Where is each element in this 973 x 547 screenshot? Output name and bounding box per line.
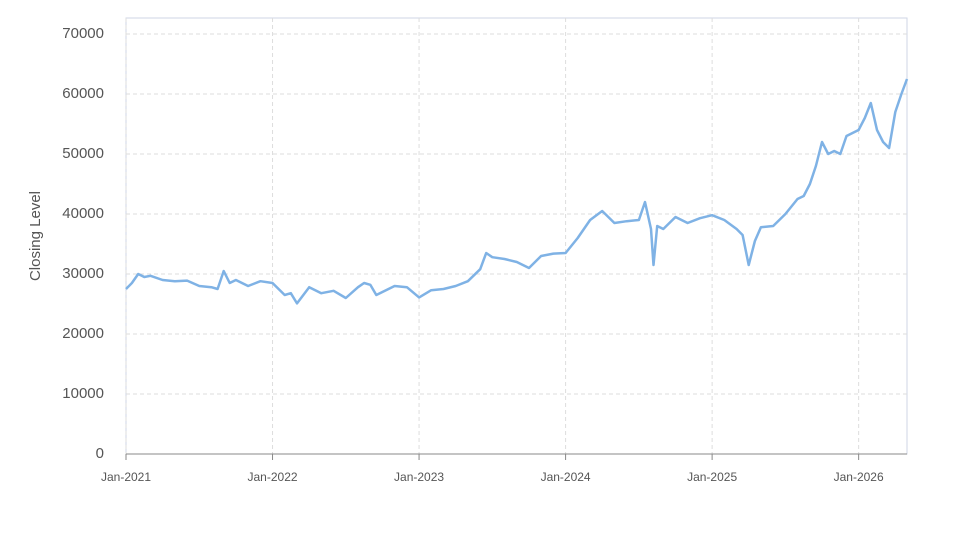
plot-frame: [125, 17, 908, 455]
x-tick-label: Jan-2024: [541, 470, 591, 484]
y-tick-label: 40000: [62, 205, 104, 222]
y-tick-label: 60000: [62, 85, 104, 102]
y-tick-label: 0: [96, 445, 104, 462]
y-tick-label: 30000: [62, 265, 104, 282]
line: [125, 78, 909, 305]
y-tick-label: 10000: [62, 385, 104, 402]
x-tick-label: Jan-2022: [248, 470, 298, 484]
y-tick-label: 50000: [62, 145, 104, 162]
y-tick-label: 20000: [62, 325, 104, 342]
x-tick-label: Jan-2023: [394, 470, 444, 484]
y-axis-label: Closing Level: [27, 191, 44, 281]
x-tick-label: Jan-2021: [101, 470, 151, 484]
x-tick-label: Jan-2025: [687, 470, 737, 484]
x-tick-label: Jan-2026: [834, 470, 884, 484]
y-tick-label: 70000: [62, 25, 104, 42]
